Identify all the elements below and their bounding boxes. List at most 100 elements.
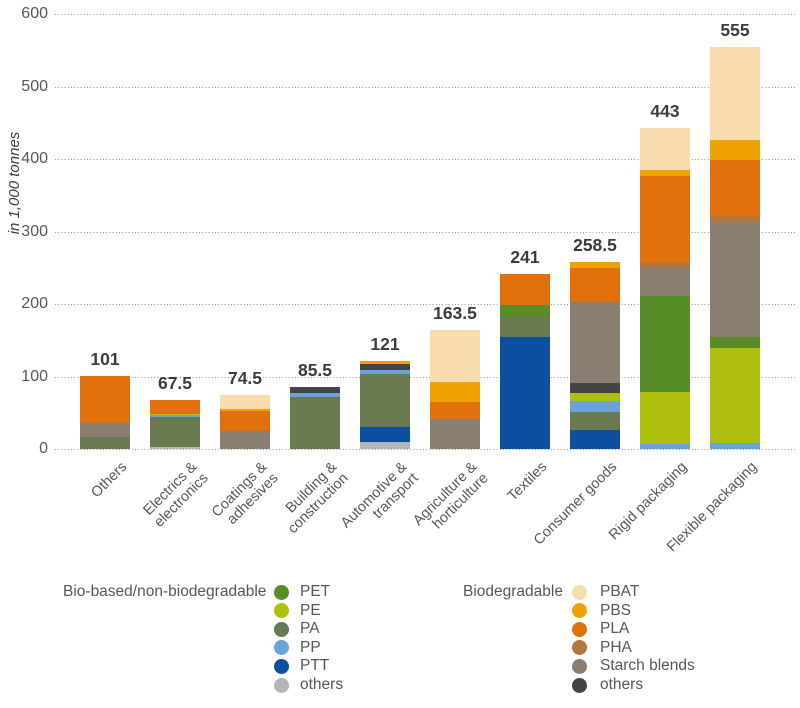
- legend-dot-starch: [572, 658, 587, 674]
- legend-dot-PA: [274, 621, 289, 637]
- bar-segment-PE: [640, 392, 690, 444]
- legend-label-PLA: PLA: [600, 620, 630, 638]
- bar-segment-starch: [430, 419, 480, 449]
- gridline-300: [55, 231, 795, 233]
- y-tick-label-500: 500: [21, 77, 48, 95]
- y-tick-label-200: 200: [21, 295, 48, 312]
- bar-segment-starch: [80, 422, 130, 438]
- bar-segment-PET: [640, 296, 690, 393]
- legend-label-PE: PE: [300, 601, 321, 619]
- bar-segment-PE: [150, 413, 200, 416]
- bar-total-label: 121: [370, 334, 400, 355]
- bar-segment-others_deg: [290, 387, 340, 394]
- legend-label-starch: Starch blends: [600, 657, 695, 675]
- legend-group-title: Bio-based/non-biodegradable: [63, 583, 267, 600]
- bar-segment-PA: [570, 412, 620, 431]
- bar-segment-PE: [570, 393, 620, 402]
- bar-segment-PLA: [150, 400, 200, 414]
- bar-segment-PET: [710, 337, 760, 349]
- y-tick-label-100: 100: [21, 367, 48, 385]
- bar-segment-PP: [640, 443, 690, 449]
- bar-total-label: 555: [720, 19, 750, 40]
- gridline-600: [55, 14, 795, 15]
- bar-segment-PBAT: [640, 127, 690, 170]
- bar-segment-others_bio: [360, 442, 410, 449]
- bar-segment-PA: [360, 373, 410, 428]
- gridline-0: [55, 449, 795, 450]
- legend-dot-others_bio: [274, 677, 289, 693]
- bar-segment-PET: [500, 305, 550, 317]
- bar-total-label: 67.5: [157, 373, 193, 394]
- legend-label-PA: PA: [300, 620, 320, 638]
- bar-segment-PA: [290, 396, 340, 449]
- bar-segment-others_deg: [360, 364, 410, 370]
- bar-segment-PBAT: [220, 394, 270, 410]
- bar-segment-PTT: [360, 427, 410, 443]
- y-tick-label-0: 0: [39, 440, 48, 457]
- y-tick-label-600: 600: [21, 5, 48, 22]
- bar-total-label: 258.5: [573, 234, 617, 255]
- legend-dot-others_deg: [572, 677, 587, 693]
- legend-dot-PBAT: [572, 584, 587, 600]
- bar-segment-PTT: [570, 430, 620, 449]
- bar-segment-PBAT: [430, 330, 480, 382]
- bar-total-label: 74.5: [227, 367, 263, 388]
- bar-total-label: 241: [510, 247, 540, 268]
- gridline-500: [55, 86, 795, 88]
- bar-total-label: 85.5: [297, 360, 333, 380]
- bar-segment-PBS: [220, 409, 270, 412]
- bar-segment-starch: [710, 222, 760, 338]
- bar-segment-PP: [290, 393, 340, 397]
- bar-segment-PBS: [360, 361, 410, 365]
- legend-label-PET: PET: [300, 583, 331, 600]
- legend-dot-PLA: [572, 621, 587, 637]
- bar-total-label: 163.5: [433, 303, 477, 324]
- bar-segment-PBS: [430, 381, 480, 402]
- legend-label-PHA: PHA: [600, 638, 632, 656]
- gridline-400: [55, 159, 795, 160]
- y-tick-label-300: 300: [21, 222, 48, 240]
- legend-label-others_deg: others: [600, 676, 644, 693]
- legend-label-PBAT: PBAT: [600, 583, 640, 600]
- bar-segment-PP: [150, 415, 200, 417]
- bar-segment-PP: [360, 369, 410, 374]
- legend-dot-PBS: [572, 603, 587, 619]
- bar-segment-starch: [640, 267, 690, 297]
- bar-segment-PTT: [500, 336, 550, 449]
- bar-segment-others_bio: [150, 447, 200, 449]
- bar-segment-PA: [500, 316, 550, 337]
- y-tick-label-400: 400: [21, 150, 48, 167]
- legend-dot-PTT: [274, 658, 289, 674]
- bar-segment-PHA: [710, 215, 760, 223]
- bar-segment-others_deg: [570, 383, 620, 394]
- legend-label-PP: PP: [300, 638, 321, 656]
- gridline-100: [55, 376, 795, 378]
- legend-label-PTT: PTT: [300, 657, 330, 675]
- bar-segment-PLA: [570, 268, 620, 302]
- legend-label-others_bio: others: [300, 676, 344, 693]
- legend-label-PBS: PBS: [600, 601, 632, 619]
- bar-segment-PBS: [640, 169, 690, 177]
- bar-segment-PLA: [640, 176, 690, 263]
- bar-segment-PBAT: [710, 46, 760, 140]
- bar-segment-PLA: [500, 274, 550, 306]
- bar-segment-PLA: [220, 411, 270, 431]
- bar-segment-PP: [710, 443, 760, 449]
- bar-segment-PHA: [640, 262, 690, 268]
- bar-segment-PLA: [80, 375, 130, 423]
- bar-segment-PLA: [710, 159, 760, 216]
- bar-segment-PBS: [710, 139, 760, 160]
- bar-segment-PA: [150, 416, 200, 448]
- bar-segment-PBS: [570, 261, 620, 269]
- legend-dot-PP: [274, 640, 289, 656]
- bar-segment-starch: [220, 430, 270, 449]
- gridline-200: [55, 304, 795, 305]
- bar-segment-PLA: [430, 401, 480, 420]
- bar-segment-starch: [570, 301, 620, 383]
- bar-segment-PE: [710, 348, 760, 444]
- bar-total-label: 101: [90, 348, 120, 369]
- bar-total-label: 443: [650, 100, 680, 121]
- legend-dot-PHA: [572, 640, 587, 656]
- legend-dot-PE: [274, 603, 289, 619]
